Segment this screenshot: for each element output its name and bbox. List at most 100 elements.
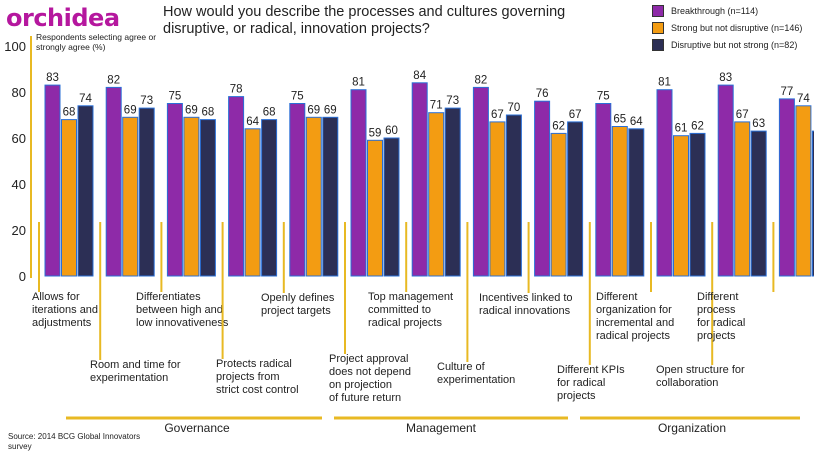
bar-1-11 bbox=[656, 89, 673, 277]
bar-2-1 bbox=[61, 119, 77, 277]
bar-value-label: 74 bbox=[79, 93, 92, 105]
bar-value-label: 59 bbox=[369, 127, 382, 139]
group-label-1: Governance bbox=[164, 421, 230, 435]
bar-value-label: 81 bbox=[658, 77, 671, 89]
category-label: Open structure for collaboration bbox=[656, 364, 745, 389]
bar-2-5 bbox=[305, 116, 322, 277]
bar-1-12 bbox=[717, 84, 734, 277]
legend-swatch-strong bbox=[652, 21, 664, 34]
category-label: Culture of experimentation bbox=[437, 361, 515, 386]
orchidea-logo: orchidea bbox=[6, 4, 120, 32]
bar-1-5 bbox=[289, 103, 306, 277]
category-label: Project approval does not depend on projec… bbox=[329, 353, 411, 404]
bar-value-label: 69 bbox=[185, 104, 198, 116]
bar-2-10 bbox=[611, 126, 628, 277]
bar-value-label: 73 bbox=[446, 95, 459, 107]
bar-value-label: 62 bbox=[691, 120, 704, 132]
bar-2-13 bbox=[795, 105, 812, 277]
category-label: Differentiates between high and low innova… bbox=[136, 291, 229, 329]
bar-value-label: 60 bbox=[385, 125, 398, 137]
bar-2-8 bbox=[489, 121, 506, 277]
chart-title: How would you describe the processes and… bbox=[163, 4, 566, 37]
bar-3-6 bbox=[383, 137, 400, 277]
category-label: Incentives linked to radical innovations bbox=[479, 292, 573, 317]
bar-2-4 bbox=[244, 128, 261, 277]
bar-value-label: 68 bbox=[202, 107, 215, 119]
bar-value-label: 70 bbox=[508, 102, 521, 114]
bar-value-label: 75 bbox=[169, 91, 182, 103]
bar-value-label: 73 bbox=[140, 95, 153, 107]
bar-value-label: 75 bbox=[291, 91, 304, 103]
legend-swatch-breakthrough bbox=[652, 4, 664, 17]
bar-value-label: 83 bbox=[719, 72, 732, 84]
bar-value-label: 74 bbox=[797, 93, 810, 105]
category-label: Allows for iterations and adjustments bbox=[32, 291, 98, 329]
y-tick-label: 100 bbox=[4, 39, 26, 54]
bar-value-label: 82 bbox=[475, 74, 488, 86]
bar-value-label: 63 bbox=[752, 118, 765, 130]
category-label: Protects radical projects from strict cost… bbox=[216, 358, 299, 396]
bar-3-10 bbox=[628, 128, 645, 277]
bar-2-6 bbox=[367, 139, 383, 277]
category-label: Room and time for experimentation bbox=[90, 359, 181, 384]
bar-1-8 bbox=[472, 86, 489, 277]
bar-3-4 bbox=[261, 119, 278, 277]
bar-2-11 bbox=[673, 135, 689, 277]
bar-value-label: 82 bbox=[107, 74, 120, 86]
category-label: Top management committed to radical projec… bbox=[368, 291, 453, 329]
bar-2-9 bbox=[550, 132, 567, 277]
bar-1-6 bbox=[350, 89, 367, 277]
bar-value-label: 67 bbox=[569, 109, 582, 121]
bar-value-label: 65 bbox=[613, 114, 626, 126]
bar-3-5 bbox=[322, 116, 339, 277]
bar-1-9 bbox=[534, 100, 551, 277]
bar-3-9 bbox=[567, 121, 584, 277]
bar-value-label: 84 bbox=[413, 70, 426, 82]
legend-swatch-disruptive bbox=[652, 38, 664, 51]
category-label: Different KPIs for radical projects bbox=[557, 364, 625, 402]
bar-value-label: 69 bbox=[324, 104, 337, 116]
bar-value-label: 64 bbox=[630, 116, 643, 128]
bar-2-3 bbox=[183, 116, 200, 277]
bar-value-label: 64 bbox=[246, 116, 259, 128]
bar-value-label: 81 bbox=[352, 77, 365, 89]
bar-value-label: 62 bbox=[552, 120, 565, 132]
category-label: Different organization for incremental and… bbox=[596, 291, 674, 342]
bar-value-label: 69 bbox=[307, 104, 320, 116]
bar-value-label: 61 bbox=[675, 123, 688, 135]
bar-1-3 bbox=[166, 103, 183, 277]
y-tick-label: 0 bbox=[19, 269, 26, 284]
category-label: Different process for radical projects bbox=[697, 291, 745, 342]
bar-3-7 bbox=[444, 107, 461, 277]
bar-3-8 bbox=[505, 114, 522, 277]
bar-value-label: 67 bbox=[491, 109, 504, 121]
bar-1-10 bbox=[595, 103, 612, 277]
bar-3-13 bbox=[811, 130, 814, 277]
bar-1-1 bbox=[44, 84, 61, 277]
bar-3-1 bbox=[77, 105, 94, 277]
bar-value-label: 76 bbox=[536, 88, 549, 100]
bar-3-2 bbox=[138, 107, 155, 277]
y-tick-label: 80 bbox=[12, 85, 26, 100]
legend-item-disruptive: Disruptive but not strong (n=82) bbox=[652, 36, 802, 53]
bar-3-12 bbox=[750, 130, 767, 277]
group-label-2: Management bbox=[406, 421, 477, 435]
legend-item-strong: Strong but not disruptive (n=146) bbox=[652, 19, 802, 36]
bar-2-7 bbox=[428, 112, 445, 277]
bar-3-3 bbox=[199, 119, 216, 277]
bar-value-label: 77 bbox=[781, 86, 794, 98]
legend-label-disruptive: Disruptive but not strong (n=82) bbox=[671, 39, 798, 50]
bar-value-label: 83 bbox=[46, 72, 59, 84]
bar-1-7 bbox=[411, 82, 428, 277]
bar-3-11 bbox=[689, 132, 706, 277]
bar-value-label: 75 bbox=[597, 91, 610, 103]
y-tick-label: 40 bbox=[12, 177, 26, 192]
bar-value-label: 69 bbox=[124, 104, 137, 116]
y-tick-label: 60 bbox=[12, 131, 26, 146]
y-axis-label: Respondents selecting agree or strongly … bbox=[36, 32, 157, 52]
bar-2-2 bbox=[122, 116, 139, 277]
legend-label-strong: Strong but not disruptive (n=146) bbox=[671, 22, 803, 33]
y-tick-label: 20 bbox=[12, 223, 26, 238]
source-note: Source: 2014 BCG Global Innovators surve… bbox=[8, 432, 141, 451]
